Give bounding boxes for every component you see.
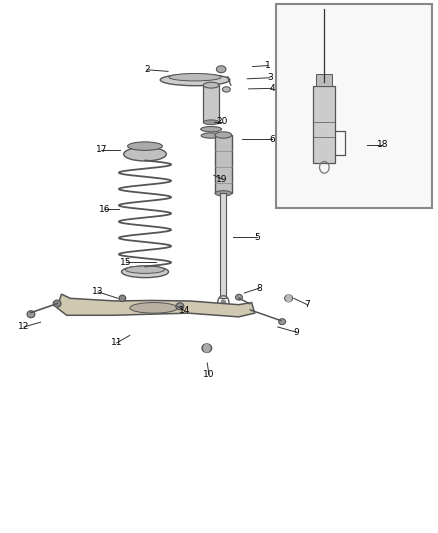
- Ellipse shape: [203, 120, 219, 125]
- Text: 15: 15: [120, 258, 131, 266]
- Ellipse shape: [215, 132, 232, 138]
- Text: 3: 3: [267, 73, 273, 82]
- Ellipse shape: [160, 74, 230, 86]
- Ellipse shape: [202, 344, 212, 352]
- Bar: [317, 74, 332, 86]
- Ellipse shape: [201, 133, 221, 138]
- Bar: [215, 135, 232, 193]
- Bar: [203, 85, 219, 122]
- Text: 6: 6: [269, 135, 275, 144]
- Ellipse shape: [121, 266, 169, 278]
- Text: 12: 12: [18, 322, 30, 332]
- Circle shape: [204, 344, 210, 352]
- Text: 14: 14: [179, 306, 190, 315]
- Ellipse shape: [130, 303, 178, 313]
- Bar: [276, 4, 432, 208]
- Text: 19: 19: [216, 174, 228, 183]
- Ellipse shape: [127, 142, 162, 150]
- Ellipse shape: [216, 66, 226, 72]
- Ellipse shape: [223, 87, 230, 92]
- Ellipse shape: [201, 126, 222, 132]
- Text: 5: 5: [254, 233, 260, 242]
- Text: 9: 9: [293, 328, 299, 337]
- Ellipse shape: [119, 295, 126, 302]
- Text: 1: 1: [265, 61, 271, 70]
- Ellipse shape: [169, 74, 221, 81]
- Text: 11: 11: [111, 338, 123, 348]
- Ellipse shape: [285, 295, 293, 302]
- Ellipse shape: [203, 82, 219, 88]
- Text: 7: 7: [304, 300, 310, 309]
- Circle shape: [221, 300, 226, 305]
- Polygon shape: [57, 294, 254, 317]
- Ellipse shape: [279, 319, 286, 325]
- Text: 13: 13: [92, 287, 104, 296]
- Ellipse shape: [27, 311, 35, 318]
- Ellipse shape: [125, 266, 165, 273]
- Text: 20: 20: [216, 117, 228, 126]
- Bar: [220, 193, 226, 298]
- Ellipse shape: [53, 300, 61, 307]
- Text: 16: 16: [99, 205, 110, 214]
- Text: 8: 8: [256, 284, 262, 293]
- Ellipse shape: [176, 303, 184, 310]
- Circle shape: [286, 295, 291, 302]
- Text: 18: 18: [376, 140, 388, 149]
- Ellipse shape: [236, 294, 243, 300]
- Ellipse shape: [124, 147, 166, 161]
- Text: 17: 17: [96, 146, 107, 155]
- Bar: [314, 86, 335, 163]
- Text: 4: 4: [269, 84, 275, 93]
- Text: 2: 2: [145, 65, 150, 74]
- Text: 10: 10: [203, 370, 215, 379]
- Ellipse shape: [215, 191, 232, 196]
